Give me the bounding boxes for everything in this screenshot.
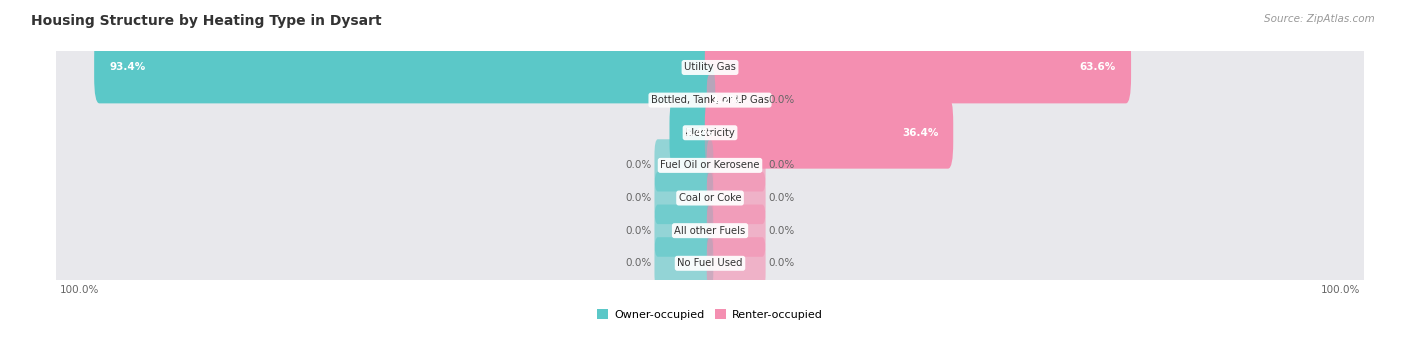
FancyBboxPatch shape [707,237,766,290]
FancyBboxPatch shape [704,32,1130,103]
FancyBboxPatch shape [654,237,713,290]
FancyBboxPatch shape [654,205,713,257]
Text: Utility Gas: Utility Gas [685,62,735,73]
FancyBboxPatch shape [707,139,766,192]
FancyBboxPatch shape [654,139,713,192]
Text: No Fuel Used: No Fuel Used [678,258,742,268]
Text: 0.0%: 0.0% [624,226,651,236]
Text: 100.0%: 100.0% [1322,284,1361,295]
FancyBboxPatch shape [707,172,766,224]
Text: 0.0%: 0.0% [624,258,651,268]
FancyBboxPatch shape [53,157,1367,239]
Text: 5.4%: 5.4% [685,128,714,138]
Text: Electricity: Electricity [685,128,735,138]
Text: All other Fuels: All other Fuels [675,226,745,236]
Text: 0.0%: 0.0% [769,258,796,268]
FancyBboxPatch shape [53,190,1367,272]
Text: 93.4%: 93.4% [110,62,145,73]
FancyBboxPatch shape [669,97,716,169]
FancyBboxPatch shape [697,64,716,136]
Legend: Owner-occupied, Renter-occupied: Owner-occupied, Renter-occupied [593,305,827,324]
Text: Bottled, Tank, or LP Gas: Bottled, Tank, or LP Gas [651,95,769,105]
FancyBboxPatch shape [53,26,1367,108]
Text: 36.4%: 36.4% [901,128,938,138]
FancyBboxPatch shape [53,59,1367,141]
FancyBboxPatch shape [53,92,1367,174]
Text: 0.0%: 0.0% [769,193,796,203]
FancyBboxPatch shape [94,32,716,103]
FancyBboxPatch shape [53,124,1367,207]
FancyBboxPatch shape [707,74,766,126]
Text: Coal or Coke: Coal or Coke [679,193,741,203]
FancyBboxPatch shape [704,97,953,169]
FancyBboxPatch shape [53,222,1367,305]
Text: 100.0%: 100.0% [59,284,98,295]
Text: Housing Structure by Heating Type in Dysart: Housing Structure by Heating Type in Dys… [31,14,381,28]
Text: 63.6%: 63.6% [1080,62,1116,73]
Text: 0.0%: 0.0% [769,95,796,105]
Text: 0.0%: 0.0% [624,193,651,203]
FancyBboxPatch shape [654,172,713,224]
Text: 0.0%: 0.0% [624,160,651,170]
Text: 1.2%: 1.2% [711,95,741,105]
Text: 0.0%: 0.0% [769,226,796,236]
FancyBboxPatch shape [707,205,766,257]
Text: Fuel Oil or Kerosene: Fuel Oil or Kerosene [661,160,759,170]
Text: Source: ZipAtlas.com: Source: ZipAtlas.com [1264,14,1375,24]
Text: 0.0%: 0.0% [769,160,796,170]
